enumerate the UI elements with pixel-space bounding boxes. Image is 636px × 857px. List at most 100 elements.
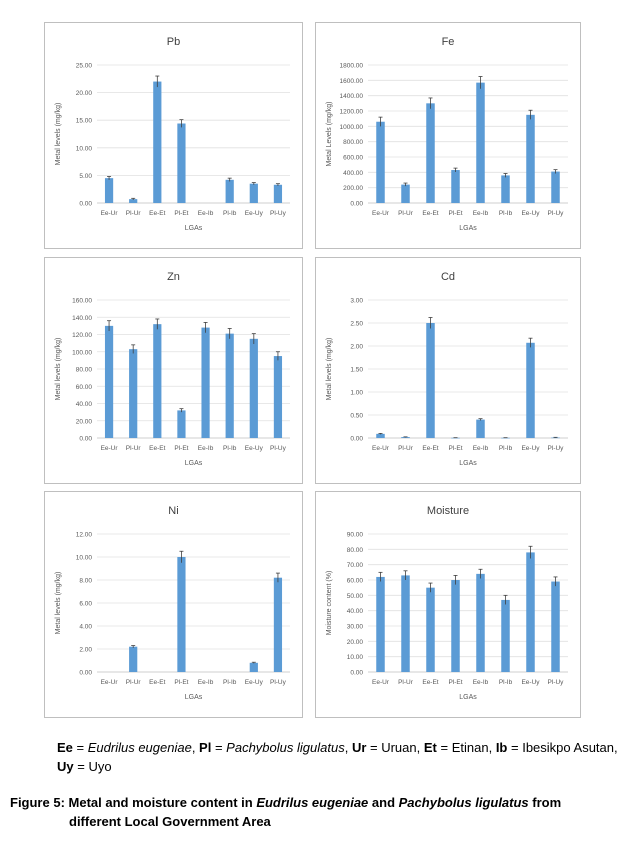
bar (376, 576, 385, 672)
bar (225, 179, 234, 203)
x-tick-label: Pl-Ur (398, 679, 414, 686)
y-tick-label: 80.00 (347, 547, 364, 554)
x-tick-label: Pl-Ib (499, 210, 513, 217)
bar (401, 575, 410, 672)
x-tick-label: Pl-Ur (398, 210, 414, 217)
y-tick-label: 60.00 (347, 578, 364, 585)
chart-panel-pb: Pb 0.00 5.00 10.00 15.00 20.00 25.00 Metal leve… (44, 22, 303, 249)
x-tick-label: Ee-Et (149, 445, 165, 452)
x-axis-label: LGAs (185, 225, 203, 232)
bar (401, 184, 410, 203)
x-tick-label: Pl-Et (448, 445, 462, 452)
x-tick-label: Pl-Et (174, 445, 188, 452)
y-tick-label: 20.00 (76, 418, 93, 425)
chart-ni: Ni 0.00 2.00 4.00 6.00 8.00 10.00 12.00 Metal le… (55, 505, 290, 701)
bar (551, 437, 560, 439)
legend-ee-name: Eudrilus eugeniae (87, 740, 192, 755)
x-tick-label: Pl-Ib (223, 445, 237, 452)
y-tick-label: 50.00 (347, 593, 364, 600)
bar (201, 327, 210, 438)
x-tick-label: Ee-Et (149, 679, 165, 686)
legend-et-abbr: Et (423, 740, 437, 755)
bar (526, 342, 535, 438)
bar (129, 199, 138, 203)
x-tick-label: Ee-Et (422, 445, 438, 452)
chart-panel-fe: Fe 0.00 200.00 400.00 600.00 800.00 1000.00 120… (315, 22, 581, 249)
legend-uy-abbr: Uy (57, 759, 74, 774)
bar (104, 325, 114, 438)
x-tick-label: Pl-Ib (223, 210, 237, 217)
y-tick-label: 100.00 (72, 349, 92, 356)
x-tick-label: Ee-Uy (521, 679, 540, 686)
x-tick-label: Ee-Ib (198, 210, 214, 217)
bar (551, 171, 560, 203)
y-tick-label: 400.00 (343, 170, 363, 177)
y-tick-label: 10.00 (76, 555, 93, 562)
y-axis-label: Moisture content (%) (326, 571, 333, 636)
x-tick-label: Ee-Ur (101, 679, 119, 686)
chart-panel-ni: Ni 0.00 2.00 4.00 6.00 8.00 10.00 12.00 Metal le… (44, 491, 303, 718)
x-tick-label: Pl-Uy (270, 679, 287, 686)
bar (426, 103, 435, 203)
bar (476, 419, 485, 438)
y-tick-label: 1800.00 (340, 63, 364, 70)
x-tick-label: Ee-Ib (473, 679, 489, 686)
y-tick-label: 70.00 (347, 562, 364, 569)
x-tick-label: Ee-Ib (473, 210, 489, 217)
chart-moisture: Moisture 0.00 10.00 20.00 30.00 40.00 50.00 60.… (326, 505, 568, 701)
bar (273, 577, 283, 672)
chart-zn: Zn 0.00 20.00 40.00 60.00 80.00 100.00 120.00 14… (55, 271, 290, 467)
chart-title: Fe (442, 36, 455, 48)
chart-panel-moisture: Moisture 0.00 10.00 20.00 30.00 40.00 50.00 60.… (315, 491, 581, 718)
y-tick-label: 2.00 (79, 647, 92, 654)
x-tick-label: Pl-Uy (548, 445, 565, 452)
figure-caption: Figure 5: Metal and moisture content in … (10, 793, 630, 831)
x-tick-label: Pl-Uy (270, 445, 287, 452)
y-tick-label: 120.00 (72, 332, 92, 339)
bar (476, 573, 485, 672)
caption-species1: Eudrilus eugeniae (256, 795, 369, 810)
x-axis-label: LGAs (459, 225, 477, 232)
y-tick-label: 2.00 (350, 344, 363, 351)
x-tick-label: Ee-Ur (101, 210, 119, 217)
bar (451, 170, 460, 203)
caption-suffix: from (528, 795, 562, 810)
abbreviation-legend: Ee = Eudrilus eugeniae, Pl = Pachybolus … (57, 740, 618, 774)
legend-uy-name: Uyo (88, 759, 112, 774)
y-axis-label: Metal Levels (mg/kg) (326, 102, 333, 167)
bar (249, 183, 258, 203)
x-tick-label: Ee-Uy (245, 445, 264, 452)
bar (451, 580, 460, 672)
x-axis-label: LGAs (185, 694, 203, 701)
x-tick-label: Pl-Uy (548, 679, 565, 686)
x-tick-label: Pl-Ib (223, 679, 237, 686)
y-tick-label: 140.00 (72, 315, 92, 322)
legend-ib-abbr: Ib (495, 740, 508, 755)
y-tick-label: 8.00 (79, 578, 92, 585)
bar (249, 338, 258, 438)
bar (153, 81, 162, 203)
y-tick-label: 10.00 (347, 654, 364, 661)
y-tick-label: 20.00 (347, 639, 364, 646)
bar (153, 324, 162, 438)
y-tick-label: 1600.00 (340, 78, 364, 85)
caption-prefix: Figure 5: Metal and moisture content in (10, 795, 257, 810)
y-tick-label: 30.00 (347, 624, 364, 631)
legend-ur-abbr: Ur (351, 740, 367, 755)
y-tick-label: 80.00 (76, 367, 93, 374)
x-axis-label: LGAs (459, 460, 477, 467)
x-tick-label: Pl-Et (448, 210, 462, 217)
x-tick-label: Ee-Ur (372, 679, 390, 686)
bar (551, 581, 560, 672)
x-tick-label: Pl-Ib (499, 445, 513, 452)
x-tick-label: Ee-Ur (372, 445, 390, 452)
bar (426, 587, 435, 672)
y-tick-label: 25.00 (76, 63, 93, 70)
bar (249, 662, 258, 672)
y-tick-label: 4.00 (79, 624, 92, 631)
bar (376, 121, 385, 203)
legend-ee-abbr: Ee (57, 740, 73, 755)
y-tick-label: 6.00 (79, 601, 92, 608)
y-tick-label: 40.00 (76, 401, 93, 408)
y-tick-label: 600.00 (343, 155, 363, 162)
